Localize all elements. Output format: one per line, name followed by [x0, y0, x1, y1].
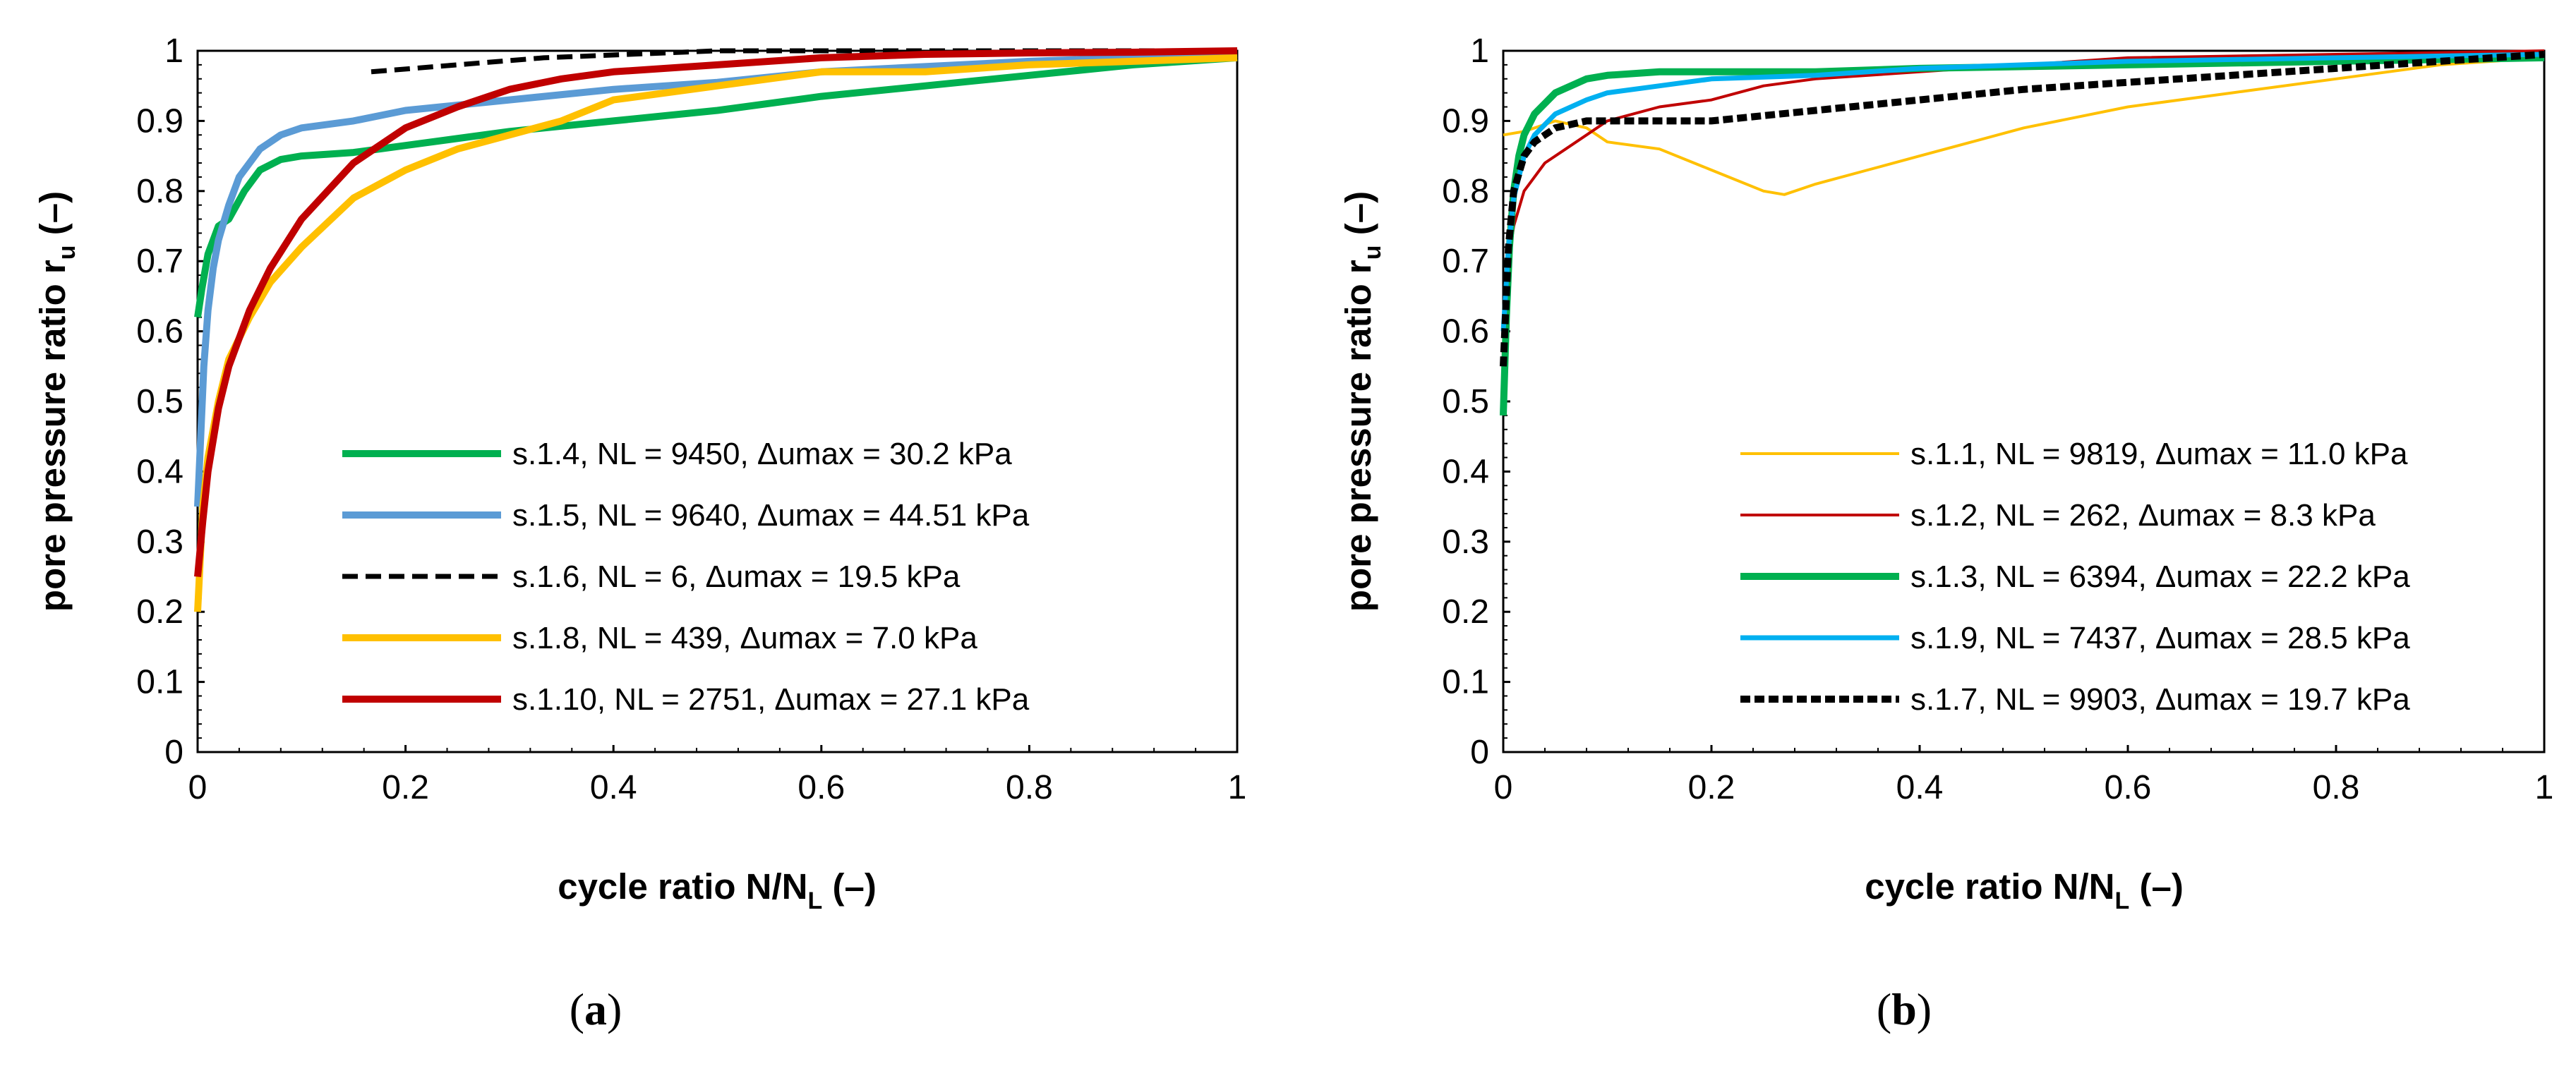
series-layer-a: [194, 47, 1238, 612]
y-tick-label: 0.2: [136, 593, 183, 631]
x-tick-label: 0.8: [2313, 769, 2360, 806]
y-tick-label: 0.3: [1442, 523, 1489, 561]
y-tick-label: 0.9: [136, 102, 183, 140]
legend-label: s.1.3, NL = 6394, Δumax = 22.2 kPa: [1910, 559, 2410, 594]
y-tick-label: 0.2: [1442, 593, 1489, 631]
legend-b: s.1.1, NL = 9819, Δumax = 11.0 kPa s.1.2,…: [1740, 437, 2410, 717]
y-tick-label: 0.1: [1442, 664, 1489, 701]
series-line: [1503, 56, 2545, 196]
legend-a: s.1.4, NL = 9450, Δumax = 30.2 kPa s.1.5,…: [342, 437, 1030, 717]
x-tick-label: 0: [188, 769, 207, 806]
y-tick-label: 0.4: [1442, 453, 1489, 490]
y-tick-label: 0.7: [1442, 243, 1489, 280]
x-tick-label: 0.8: [1006, 769, 1053, 806]
y-tick-label: 0.1: [136, 664, 183, 701]
y-tick-label: 0: [164, 734, 183, 771]
x-tick-label: 1: [1228, 769, 1247, 806]
x-tick-label: 0.2: [1688, 769, 1735, 806]
legend-label: s.1.10, NL = 2751, Δumax = 27.1 kPa: [512, 682, 1030, 717]
y-tick-label: 1: [1470, 32, 1489, 70]
panel-label-b: (b): [1877, 984, 1932, 1034]
panel-label-a: (a): [570, 984, 622, 1034]
panel-b: 0 0.1 0.2 0.3 0.4 0.5 0.6 0.7 0.8 0.9 1 0 0.2 0.4 0.6 0…: [1338, 32, 2553, 1034]
y-tick-label: 0.5: [136, 383, 183, 420]
panel-a: 0 0.1 0.2 0.3 0.4 0.5 0.6 0.7 0.8 0.9 1 0 0.2 0.4 0.6 0…: [32, 32, 1246, 1034]
y-tick-label: 0.7: [136, 243, 183, 280]
x-tick-label: 0.2: [382, 769, 429, 806]
legend-label: s.1.9, NL = 7437, Δumax = 28.5 kPa: [1910, 621, 2410, 655]
axis-ticks-b: 0 0.1 0.2 0.3 0.4 0.5 0.6 0.7 0.8 0.9 1 0 0.2 0.4 0.6 0…: [1442, 32, 2553, 806]
y-axis-title-b: pore pressure ratio ru (–): [1338, 191, 1386, 612]
legend-label: s.1.2, NL = 262, Δumax = 8.3 kPa: [1910, 498, 2376, 533]
x-tick-label: 0.6: [798, 769, 845, 806]
x-axis-title-b: cycle ratio N/NL (–): [1865, 866, 2184, 914]
legend-label: s.1.6, NL = 6, Δumax = 19.5 kPa: [512, 559, 961, 594]
y-tick-label: 0.6: [1442, 313, 1489, 351]
x-tick-label: 0.6: [2105, 769, 2152, 806]
legend-label: s.1.1, NL = 9819, Δumax = 11.0 kPa: [1910, 437, 2408, 471]
x-axis-title-a: cycle ratio N/NL (–): [558, 866, 877, 914]
y-tick-label: 0.8: [1442, 173, 1489, 210]
series-line: [194, 54, 1238, 318]
x-tick-label: 0: [1494, 769, 1513, 806]
axis-ticks-a: 0 0.1 0.2 0.3 0.4 0.5 0.6 0.7 0.8 0.9 1 0 0.2 0.4 0.6 0…: [136, 32, 1246, 806]
series-layer-b: [1500, 49, 2545, 416]
legend-label: s.1.4, NL = 9450, Δumax = 30.2 kPa: [512, 437, 1012, 471]
x-tick-label: 1: [2535, 769, 2554, 806]
y-tick-label: 0.4: [136, 453, 183, 490]
series-line: [1500, 52, 2545, 332]
y-tick-label: 0.5: [1442, 383, 1489, 420]
legend-label: s.1.7, NL = 9903, Δumax = 19.7 kPa: [1910, 682, 2410, 717]
y-tick-label: 0: [1470, 734, 1489, 771]
y-tick-label: 1: [164, 32, 183, 70]
legend-label: s.1.8, NL = 439, Δumax = 7.0 kPa: [512, 621, 977, 655]
plot-area-b: [1502, 49, 2546, 753]
legend-label: s.1.5, NL = 9640, Δumax = 44.51 kPa: [512, 498, 1030, 533]
y-tick-label: 0.8: [136, 173, 183, 210]
series-line: [1500, 51, 2545, 367]
y-tick-label: 0.9: [1442, 102, 1489, 140]
x-tick-label: 0.4: [590, 769, 637, 806]
y-axis-title-a: pore pressure ratio ru (–): [32, 191, 80, 612]
x-tick-label: 0.4: [1896, 769, 1944, 806]
series-line: [194, 47, 1238, 577]
y-tick-label: 0.3: [136, 523, 183, 561]
y-tick-label: 0.6: [136, 313, 183, 351]
